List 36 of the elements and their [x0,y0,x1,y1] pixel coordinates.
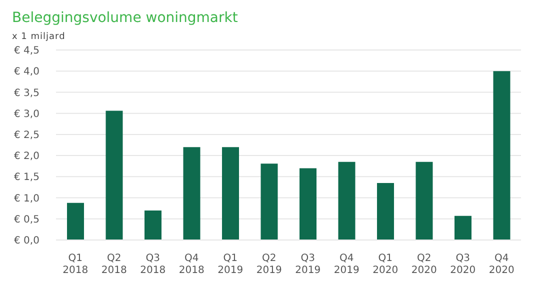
bar [300,168,316,240]
bar [183,147,200,240]
bar [106,110,123,240]
bar [260,164,278,240]
chart-title: Beleggingsvolume woningmarkt [12,10,238,26]
x-tick-label: Q1 2019 [218,253,244,276]
y-tick-label: € 3,5 [14,88,40,99]
y-tick-label: € 0,0 [14,236,40,247]
x-tick-label: Q1 2018 [62,253,88,276]
x-tick-label: Q2 2018 [101,253,127,276]
bar [416,162,433,240]
bar [222,147,239,240]
y-tick-label: € 0,5 [14,214,40,226]
bar [377,183,394,240]
x-tick-label: Q1 2020 [372,253,398,276]
y-tick-label: € 3,0 [14,108,40,120]
bar [67,202,84,240]
x-tick-label: Q4 2020 [488,253,514,276]
y-tick-label: € 4,0 [14,66,40,78]
y-tick-label: € 2,5 [14,130,40,141]
y-axis-title: x 1 miljard [12,32,66,42]
y-tick-label: € 1,0 [14,193,40,204]
x-tick-label: Q2 2020 [411,253,437,276]
y-tick-label: € 2,0 [14,151,40,162]
x-tick-label: Q4 2018 [178,253,204,276]
x-tick-label: Q2 2019 [256,253,282,276]
x-tick-label: Q3 2020 [450,253,476,276]
bar [338,162,356,240]
bar [144,210,162,240]
x-tick-label: Q3 2019 [295,253,321,276]
y-tick-label: € 1,5 [14,172,40,184]
y-tick-label: € 4,5 [14,46,40,57]
x-tick-label: Q3 2018 [140,253,166,276]
bar [454,216,472,240]
x-tick-label: Q4 2019 [334,253,360,276]
bar [493,71,510,240]
